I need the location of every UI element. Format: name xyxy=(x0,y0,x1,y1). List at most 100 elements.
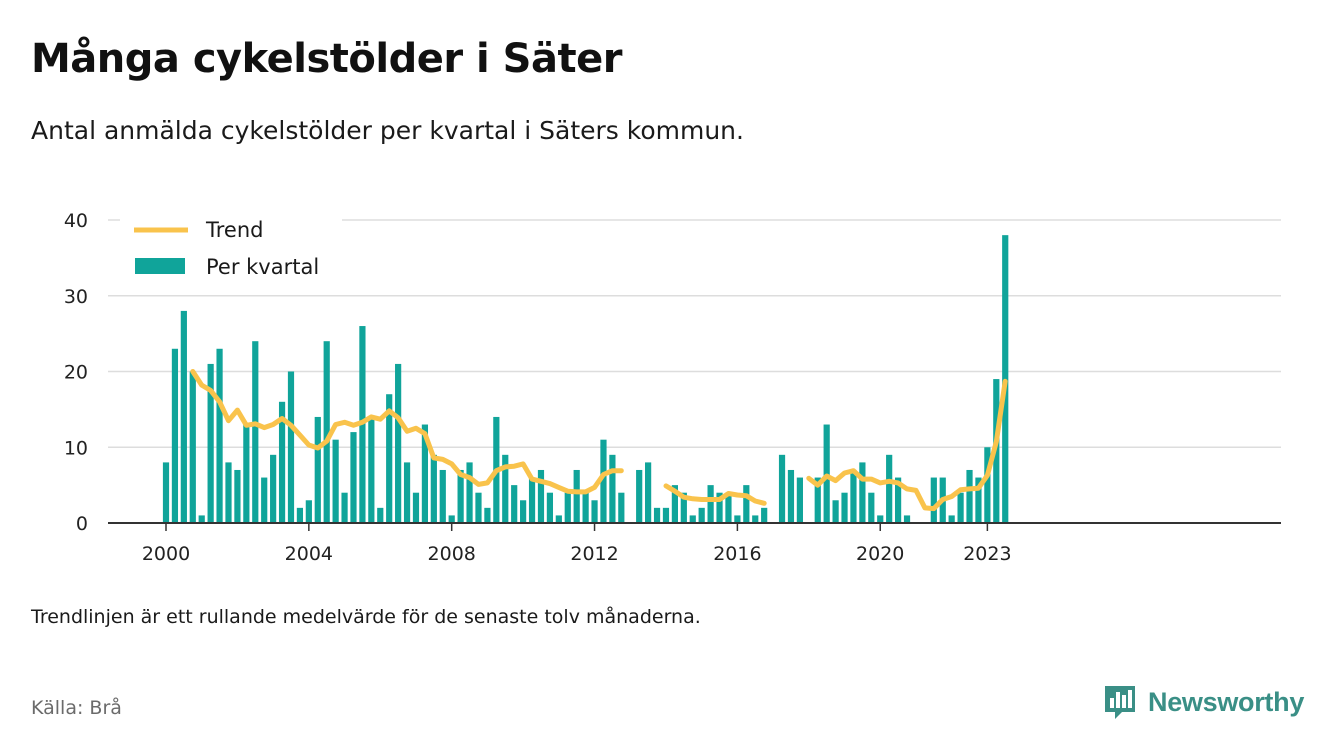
bar xyxy=(734,515,741,523)
bar xyxy=(412,492,420,523)
bar xyxy=(261,477,268,523)
x-tick-label: 2020 xyxy=(856,543,904,565)
bar xyxy=(341,492,348,523)
bar xyxy=(421,424,429,523)
bar xyxy=(457,469,464,523)
bar xyxy=(323,341,330,523)
bar xyxy=(653,507,661,523)
bar xyxy=(573,469,580,523)
chart: 0 10 20 30 40 2000 2004 2008 2012 2016 2020 2023 T… xyxy=(64,210,1281,565)
trend-series xyxy=(190,369,1008,512)
bar xyxy=(868,492,875,523)
bar xyxy=(636,469,643,523)
bar xyxy=(957,492,964,523)
bar xyxy=(162,462,170,523)
y-tick-label: 30 xyxy=(64,286,88,308)
bar xyxy=(707,485,714,523)
bar xyxy=(886,454,893,523)
legend-trend-label: Trend xyxy=(205,218,263,242)
bar xyxy=(287,371,295,523)
bar xyxy=(600,439,607,523)
bar xyxy=(216,348,223,523)
bar xyxy=(609,454,616,523)
bar xyxy=(368,416,375,523)
bar xyxy=(520,500,527,523)
bar xyxy=(484,507,491,523)
y-tick-label: 0 xyxy=(76,513,88,535)
bar xyxy=(278,401,286,523)
bar xyxy=(430,454,437,523)
bar xyxy=(270,454,277,523)
bar xyxy=(975,477,982,523)
bar xyxy=(528,477,536,523)
bar xyxy=(537,469,545,523)
bar xyxy=(725,492,732,523)
chart-title: Många cykelstölder i Säter xyxy=(31,36,622,82)
bar xyxy=(841,492,848,523)
bar xyxy=(832,500,839,523)
footnote: Trendlinjen är ett rullande medelvärde f… xyxy=(31,606,701,628)
bar xyxy=(448,515,455,523)
bar xyxy=(189,371,196,523)
bar xyxy=(225,462,232,523)
y-tick-label: 40 xyxy=(64,210,88,232)
bar xyxy=(207,363,214,523)
bar xyxy=(198,515,205,523)
x-tick-label: 2008 xyxy=(428,543,476,565)
source-label: Källa: Brå xyxy=(31,697,122,719)
bar-chart-bubble-icon xyxy=(1105,686,1135,719)
bar xyxy=(377,507,384,523)
brand-logo: Newsworthy xyxy=(1102,683,1304,721)
x-tick-label: 2004 xyxy=(285,543,333,565)
bar xyxy=(877,515,884,523)
legend: Trend Per kvartal xyxy=(120,214,342,286)
bar xyxy=(582,492,589,523)
y-tick-label: 20 xyxy=(64,362,88,384)
x-tick-label: 2012 xyxy=(570,543,618,565)
bar xyxy=(180,310,187,523)
bar xyxy=(403,462,411,523)
bar xyxy=(546,492,554,523)
bar xyxy=(395,363,402,523)
bar xyxy=(966,469,973,523)
bar xyxy=(645,462,652,523)
bar xyxy=(984,447,991,523)
bar xyxy=(511,485,518,523)
bar xyxy=(475,492,482,523)
bar xyxy=(439,469,446,523)
bar xyxy=(743,485,750,523)
y-tick-label: 10 xyxy=(64,437,88,459)
bar xyxy=(555,515,562,523)
bar xyxy=(787,469,795,523)
bar xyxy=(814,477,821,523)
bar xyxy=(850,469,857,523)
bar xyxy=(618,492,625,523)
brand-name: Newsworthy xyxy=(1148,686,1305,717)
bar xyxy=(930,477,937,523)
bar xyxy=(332,439,339,523)
trend-line-segment xyxy=(190,369,624,495)
chart-subtitle: Antal anmälda cykelstölder per kvartal i… xyxy=(31,116,744,145)
bar xyxy=(252,341,259,523)
legend-bar-label: Per kvartal xyxy=(206,255,319,279)
bar xyxy=(171,348,179,523)
x-tick-label: 2000 xyxy=(142,543,190,565)
trend-line-segment xyxy=(663,483,767,506)
bar xyxy=(386,394,393,523)
bar xyxy=(894,477,902,523)
bar xyxy=(859,462,866,523)
x-axis-ticks: 2000 2004 2008 2012 2016 2020 2023 xyxy=(142,523,1012,565)
bar xyxy=(296,507,304,523)
bar xyxy=(778,454,786,523)
x-tick-label: 2023 xyxy=(963,543,1011,565)
bar xyxy=(752,515,759,523)
x-tick-label: 2016 xyxy=(713,543,761,565)
bar xyxy=(502,454,509,523)
bar xyxy=(716,492,723,523)
bar xyxy=(234,469,241,523)
y-axis-ticks: 0 10 20 30 40 xyxy=(64,210,88,535)
bar xyxy=(903,515,911,523)
bar xyxy=(314,416,321,523)
bar xyxy=(671,485,678,523)
trend-line-segment xyxy=(806,378,1008,512)
